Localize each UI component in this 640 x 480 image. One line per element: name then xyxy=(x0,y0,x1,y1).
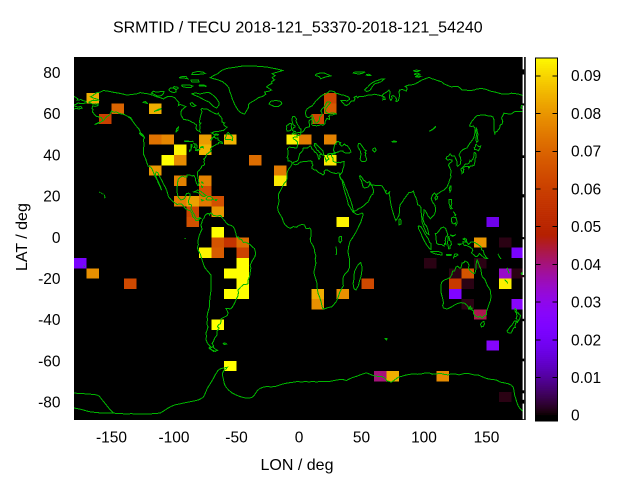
svg-text:0: 0 xyxy=(52,230,61,247)
svg-text:-150: -150 xyxy=(96,430,127,447)
svg-text:60: 60 xyxy=(43,106,61,123)
svg-text:0: 0 xyxy=(571,408,580,425)
svg-text:0: 0 xyxy=(295,430,304,447)
svg-text:0.05: 0.05 xyxy=(571,219,601,236)
svg-text:0.09: 0.09 xyxy=(571,68,601,85)
svg-text:150: 150 xyxy=(474,430,500,447)
svg-text:-40: -40 xyxy=(38,312,61,329)
svg-text:-50: -50 xyxy=(225,430,248,447)
svg-text:0.04: 0.04 xyxy=(571,257,602,274)
svg-text:0.06: 0.06 xyxy=(571,181,601,198)
svg-text:20: 20 xyxy=(43,189,61,206)
svg-text:0.08: 0.08 xyxy=(571,106,601,123)
svg-text:0.07: 0.07 xyxy=(571,144,601,161)
svg-text:-100: -100 xyxy=(158,430,189,447)
svg-text:50: 50 xyxy=(353,430,371,447)
svg-text:80: 80 xyxy=(43,65,61,82)
svg-text:-60: -60 xyxy=(38,353,61,370)
svg-text:0.01: 0.01 xyxy=(571,370,601,387)
svg-text:40: 40 xyxy=(43,147,61,164)
svg-text:LAT / deg: LAT / deg xyxy=(14,203,31,271)
svg-text:0.03: 0.03 xyxy=(571,295,601,312)
svg-text:100: 100 xyxy=(411,430,437,447)
svg-text:0.02: 0.02 xyxy=(571,332,601,349)
svg-text:-80: -80 xyxy=(38,395,61,412)
svg-text:SRMTID / TECU 2018-121_53370-2: SRMTID / TECU 2018-121_53370-2018-121_54… xyxy=(113,20,483,37)
svg-text:LON / deg: LON / deg xyxy=(261,457,334,474)
svg-text:-20: -20 xyxy=(38,271,61,288)
